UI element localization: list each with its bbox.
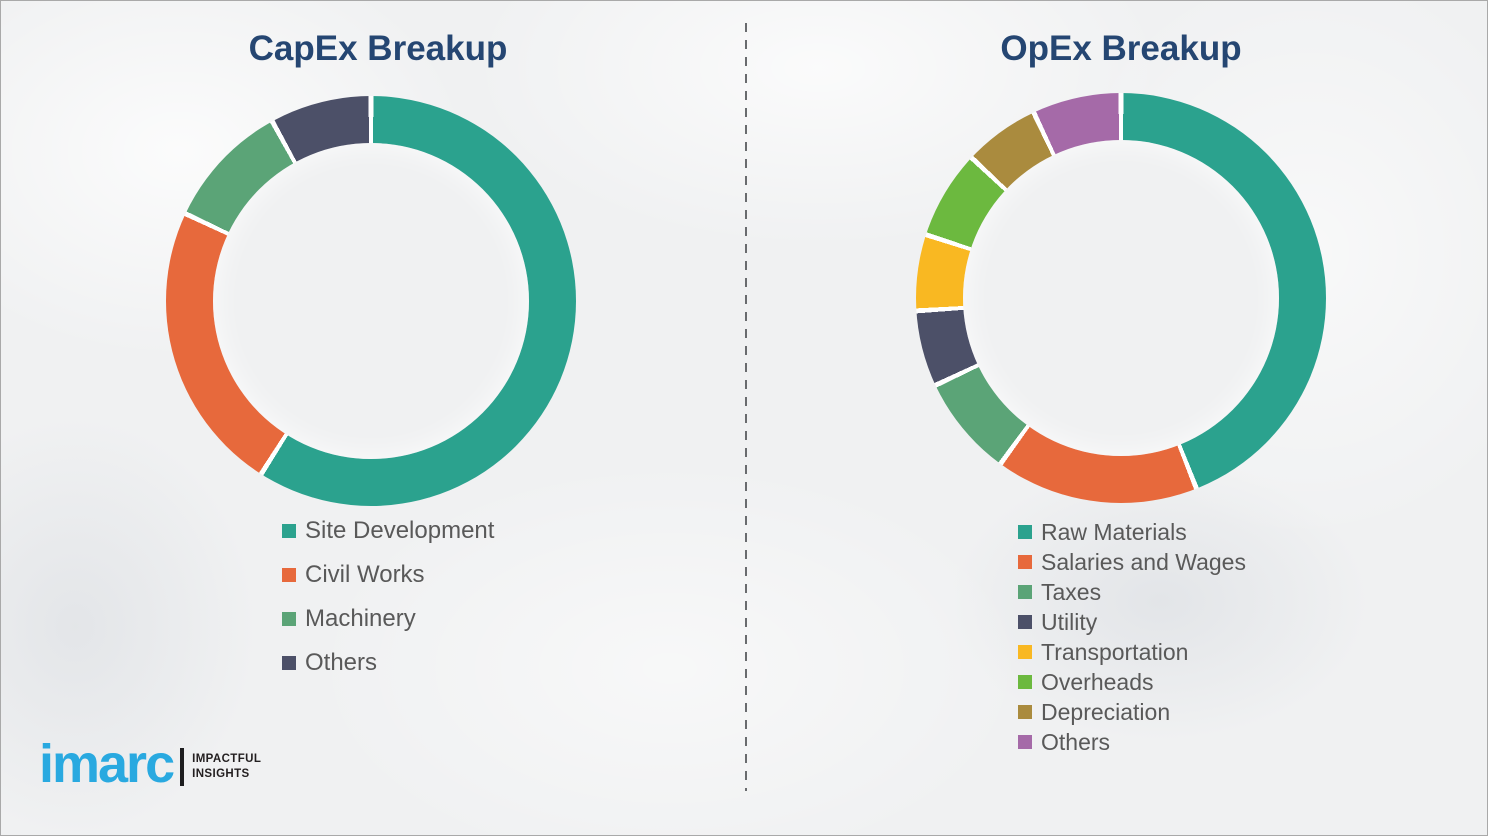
legend-item: Others: [282, 641, 494, 685]
legend-item: Raw Materials: [1018, 517, 1246, 547]
legend-swatch: [282, 524, 296, 538]
legend-item: Transportation: [1018, 637, 1246, 667]
legend-item: Salaries and Wages: [1018, 547, 1246, 577]
legend-label: Depreciation: [1041, 698, 1171, 725]
opex-legend: Raw Materials Salaries and Wages Taxes Util…: [1018, 517, 1246, 757]
legend-label: Others: [1041, 728, 1111, 755]
legend-swatch: [1018, 705, 1032, 719]
legend-swatch: [1018, 585, 1032, 599]
legend-item: Site Development: [282, 509, 494, 553]
legend-item: Overheads: [1018, 667, 1246, 697]
capex-legend: Site Development Civil Works Machinery Othe…: [282, 509, 494, 685]
legend-label: Machinery: [305, 605, 416, 632]
legend-item: Others: [1018, 727, 1246, 757]
legend-swatch: [1018, 645, 1032, 659]
legend-swatch: [1018, 525, 1032, 539]
logo-tagline: IMPACTFUL INSIGHTS: [192, 752, 261, 782]
logo-separator-bar: [180, 748, 185, 786]
legend-swatch: [282, 568, 296, 582]
legend-label: Overheads: [1041, 668, 1154, 695]
legend-swatch: [282, 656, 296, 670]
capex-chart-title: CapEx Breakup: [248, 29, 508, 68]
opex-chart-title: OpEx Breakup: [1000, 29, 1242, 68]
dashed-divider: [745, 23, 747, 791]
imarc-logo: imarc IMPACTFUL INSIGHTS: [39, 737, 261, 791]
legend-item: Utility: [1018, 607, 1246, 637]
legend-swatch: [1018, 555, 1032, 569]
legend-label: Transportation: [1041, 638, 1189, 665]
legend-swatch: [1018, 675, 1032, 689]
legend-label: Utility: [1041, 608, 1098, 635]
opex-donut-chart: [916, 93, 1326, 503]
legend-item: Taxes: [1018, 577, 1246, 607]
legend-swatch: [1018, 735, 1032, 749]
legend-item: Civil Works: [282, 553, 494, 597]
legend-swatch: [1018, 615, 1032, 629]
capex-donut-chart: [166, 96, 576, 506]
imarc-wordmark: imarc: [39, 734, 175, 794]
legend-label: Others: [305, 649, 378, 676]
legend-item: Depreciation: [1018, 697, 1246, 727]
logo-tagline-line1: IMPACTFUL: [192, 753, 262, 766]
legend-item: Machinery: [282, 597, 494, 641]
legend-label: Raw Materials: [1041, 518, 1187, 545]
legend-label: Site Development: [305, 517, 495, 544]
legend-label: Salaries and Wages: [1041, 548, 1246, 575]
legend-label: Civil Works: [305, 561, 425, 588]
legend-label: Taxes: [1041, 578, 1102, 605]
logo-tagline-line2: INSIGHTS: [192, 768, 250, 780]
legend-swatch: [282, 612, 296, 626]
